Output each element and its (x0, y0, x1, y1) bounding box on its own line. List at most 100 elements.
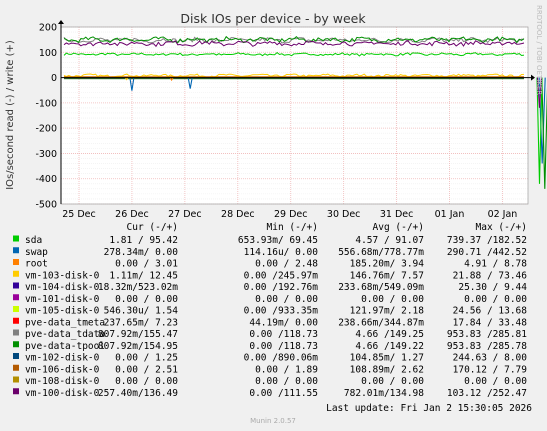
legend-min: 0.00 /118.73 (249, 329, 318, 340)
axes (58, 20, 535, 205)
legend-swatch-vm-100-disk-0 (13, 388, 19, 395)
legend-name: vm-103-disk-0 (25, 270, 100, 281)
y-tick-label: 0 (51, 73, 57, 84)
legend-swatch-pve-data-tpool (13, 341, 19, 348)
legend-swatch-swap (13, 247, 19, 254)
legend-avg: 782.01m/134.98 (344, 388, 424, 399)
y-tick-label: 200 (39, 23, 57, 34)
x-tick-label: 29 Dec (274, 209, 308, 220)
legend-max: 739.37 /182.52 (447, 235, 527, 246)
legend-cur: 237.65m/ 7.23 (104, 317, 178, 328)
legend-swatch-sda (13, 235, 19, 242)
legend-min: 0.00 / 0.00 (255, 376, 318, 387)
legend-max: 0.00 / 0.00 (464, 376, 527, 387)
tick-labels: 200 100 0 -100 -200 -300 -400 -500 25 Dec 26 Dec 2… (35, 23, 517, 221)
x-tick-label: 28 Dec (221, 209, 255, 220)
x-tick-label: 02 Jan (488, 209, 518, 220)
legend-max: 24.56 / 13.68 (453, 306, 528, 317)
legend-min: 0.00 /118.73 (249, 341, 318, 352)
legend-cur: 18.32m/523.02m (98, 282, 178, 293)
legend-avg: 233.68m/549.09m (338, 282, 424, 293)
y-axis-label: IOs/second read (-) / write (+) (5, 40, 16, 190)
legend-max: 21.88 / 73.46 (453, 270, 528, 281)
series-line-vm-100-disk-0-write (63, 39, 525, 48)
series-line-sda-write (63, 51, 525, 57)
legend-cur: 1.11m/ 12.45 (109, 270, 178, 281)
legend-header-min: Min (-/+) (267, 222, 318, 233)
legend-min: 0.00 /245.97m (244, 270, 319, 281)
series-spike-sda (536, 77, 543, 184)
legend-avg: 4.66 /149.25 (355, 329, 424, 340)
x-tick-label: 01 Jan (435, 209, 465, 220)
x-tick-label: 30 Dec (327, 209, 361, 220)
legend-cur: 278.34m/ 0.00 (104, 247, 179, 258)
legend-swatch-pve-data_tdata (13, 329, 19, 336)
legend-name: vm-100-disk-0 (25, 388, 100, 399)
rrdtool-credit: RRDTOOL / TOBI OETIKER (535, 5, 543, 95)
legend-cur: 257.40m/136.49 (98, 388, 178, 399)
x-tick-label: 25 Dec (62, 209, 96, 220)
legend-max: 103.12 /252.47 (447, 388, 527, 399)
legend-swatch-vm-102-disk-0 (13, 353, 19, 359)
legend-avg: 4.66 /149.22 (355, 341, 424, 352)
legend-avg: 108.89m/ 2.62 (350, 364, 424, 375)
legend-name: vm-105-disk-0 (25, 306, 100, 317)
legend-avg: 0.00 / 0.00 (361, 376, 424, 387)
legend-cur: 0.00 / 2.51 (115, 364, 178, 375)
legend-max: 953.83 /285.81 (447, 329, 527, 340)
y-tick-label: -200 (35, 124, 57, 135)
y-tick-label: -500 (35, 200, 57, 211)
legend-cur: 0.00 / 0.00 (115, 376, 178, 387)
legend-name: vm-104-disk-0 (25, 282, 100, 293)
legend-cur: 0.00 / 0.00 (115, 294, 178, 305)
legend-swatch-vm-105-disk-0 (13, 306, 19, 312)
legend-swatch-pve-data_tmeta (13, 317, 19, 324)
legend-name: pve-data_tdata (25, 329, 105, 340)
x-tick-label: 26 Dec (115, 209, 149, 220)
legend-min: 0.00 / 1.89 (255, 364, 318, 375)
legend-name: pve-data_tmeta (25, 317, 105, 328)
legend-cur: 807.92m/154.95 (98, 341, 178, 352)
legend-avg: 121.97m/ 2.18 (350, 306, 425, 317)
series-spike-vm-103-disk-0 (124, 77, 129, 81)
legend-max: 170.12 / 7.79 (453, 364, 528, 375)
y-tick-label: -100 (35, 98, 57, 109)
legend-header-max: Max (-/+) (476, 222, 527, 233)
munin-version: Munin 2.0.57 (250, 417, 296, 425)
y-tick-label: -300 (35, 149, 57, 160)
series-spike-swap (187, 77, 193, 89)
legend-min: 0.00 /192.76m (244, 282, 319, 293)
series-spike-swap (129, 77, 135, 91)
legend-min: 0.00 /933.35m (244, 306, 319, 317)
series-line-vm-103-disk-0-write (63, 73, 525, 78)
last-update: Last update: Fri Jan 2 15:30:05 2026 (326, 403, 532, 414)
x-tick-label: 27 Dec (168, 209, 202, 220)
legend-min: 0.00 /890.06m (244, 353, 319, 364)
legend: Cur (-/+) Min (-/+) Avg (-/+) Max (-/+) … (13, 222, 527, 399)
legend-max: 244.63 / 8.00 (453, 353, 528, 364)
y-axis-arrow (58, 20, 64, 24)
legend-name: vm-106-disk-0 (25, 364, 100, 375)
chart-title: Disk IOs per device - by week (180, 11, 366, 26)
plot-area (61, 27, 528, 204)
legend-avg: 4.57 / 91.07 (355, 235, 424, 246)
legend-name: vm-108-disk-0 (25, 376, 100, 387)
grid-lines (61, 26, 528, 205)
legend-cur: 546.30u/ 1.54 (104, 306, 179, 317)
legend-min: 114.16u/ 0.00 (244, 247, 319, 258)
legend-swatch-root (13, 259, 19, 265)
legend-name: vm-101-disk-0 (25, 294, 100, 305)
legend-swatch-vm-104-disk-0 (13, 282, 19, 289)
legend-max: 290.71 /442.52 (447, 247, 527, 258)
series-spike-root (169, 77, 174, 82)
legend-swatch-vm-103-disk-0 (13, 270, 19, 277)
series-line-pve-data-tpool-write (63, 35, 525, 44)
series-spike-swap (538, 77, 546, 164)
legend-min: 44.19m/ 0.00 (249, 317, 318, 328)
legend-cur: 807.92m/155.47 (98, 329, 178, 340)
legend-avg: 238.66m/344.87m (338, 317, 424, 328)
x-axis-arrow (531, 74, 535, 81)
legend-min: 0.00 / 0.00 (255, 294, 318, 305)
legend-max: 25.30 / 9.44 (458, 282, 527, 293)
